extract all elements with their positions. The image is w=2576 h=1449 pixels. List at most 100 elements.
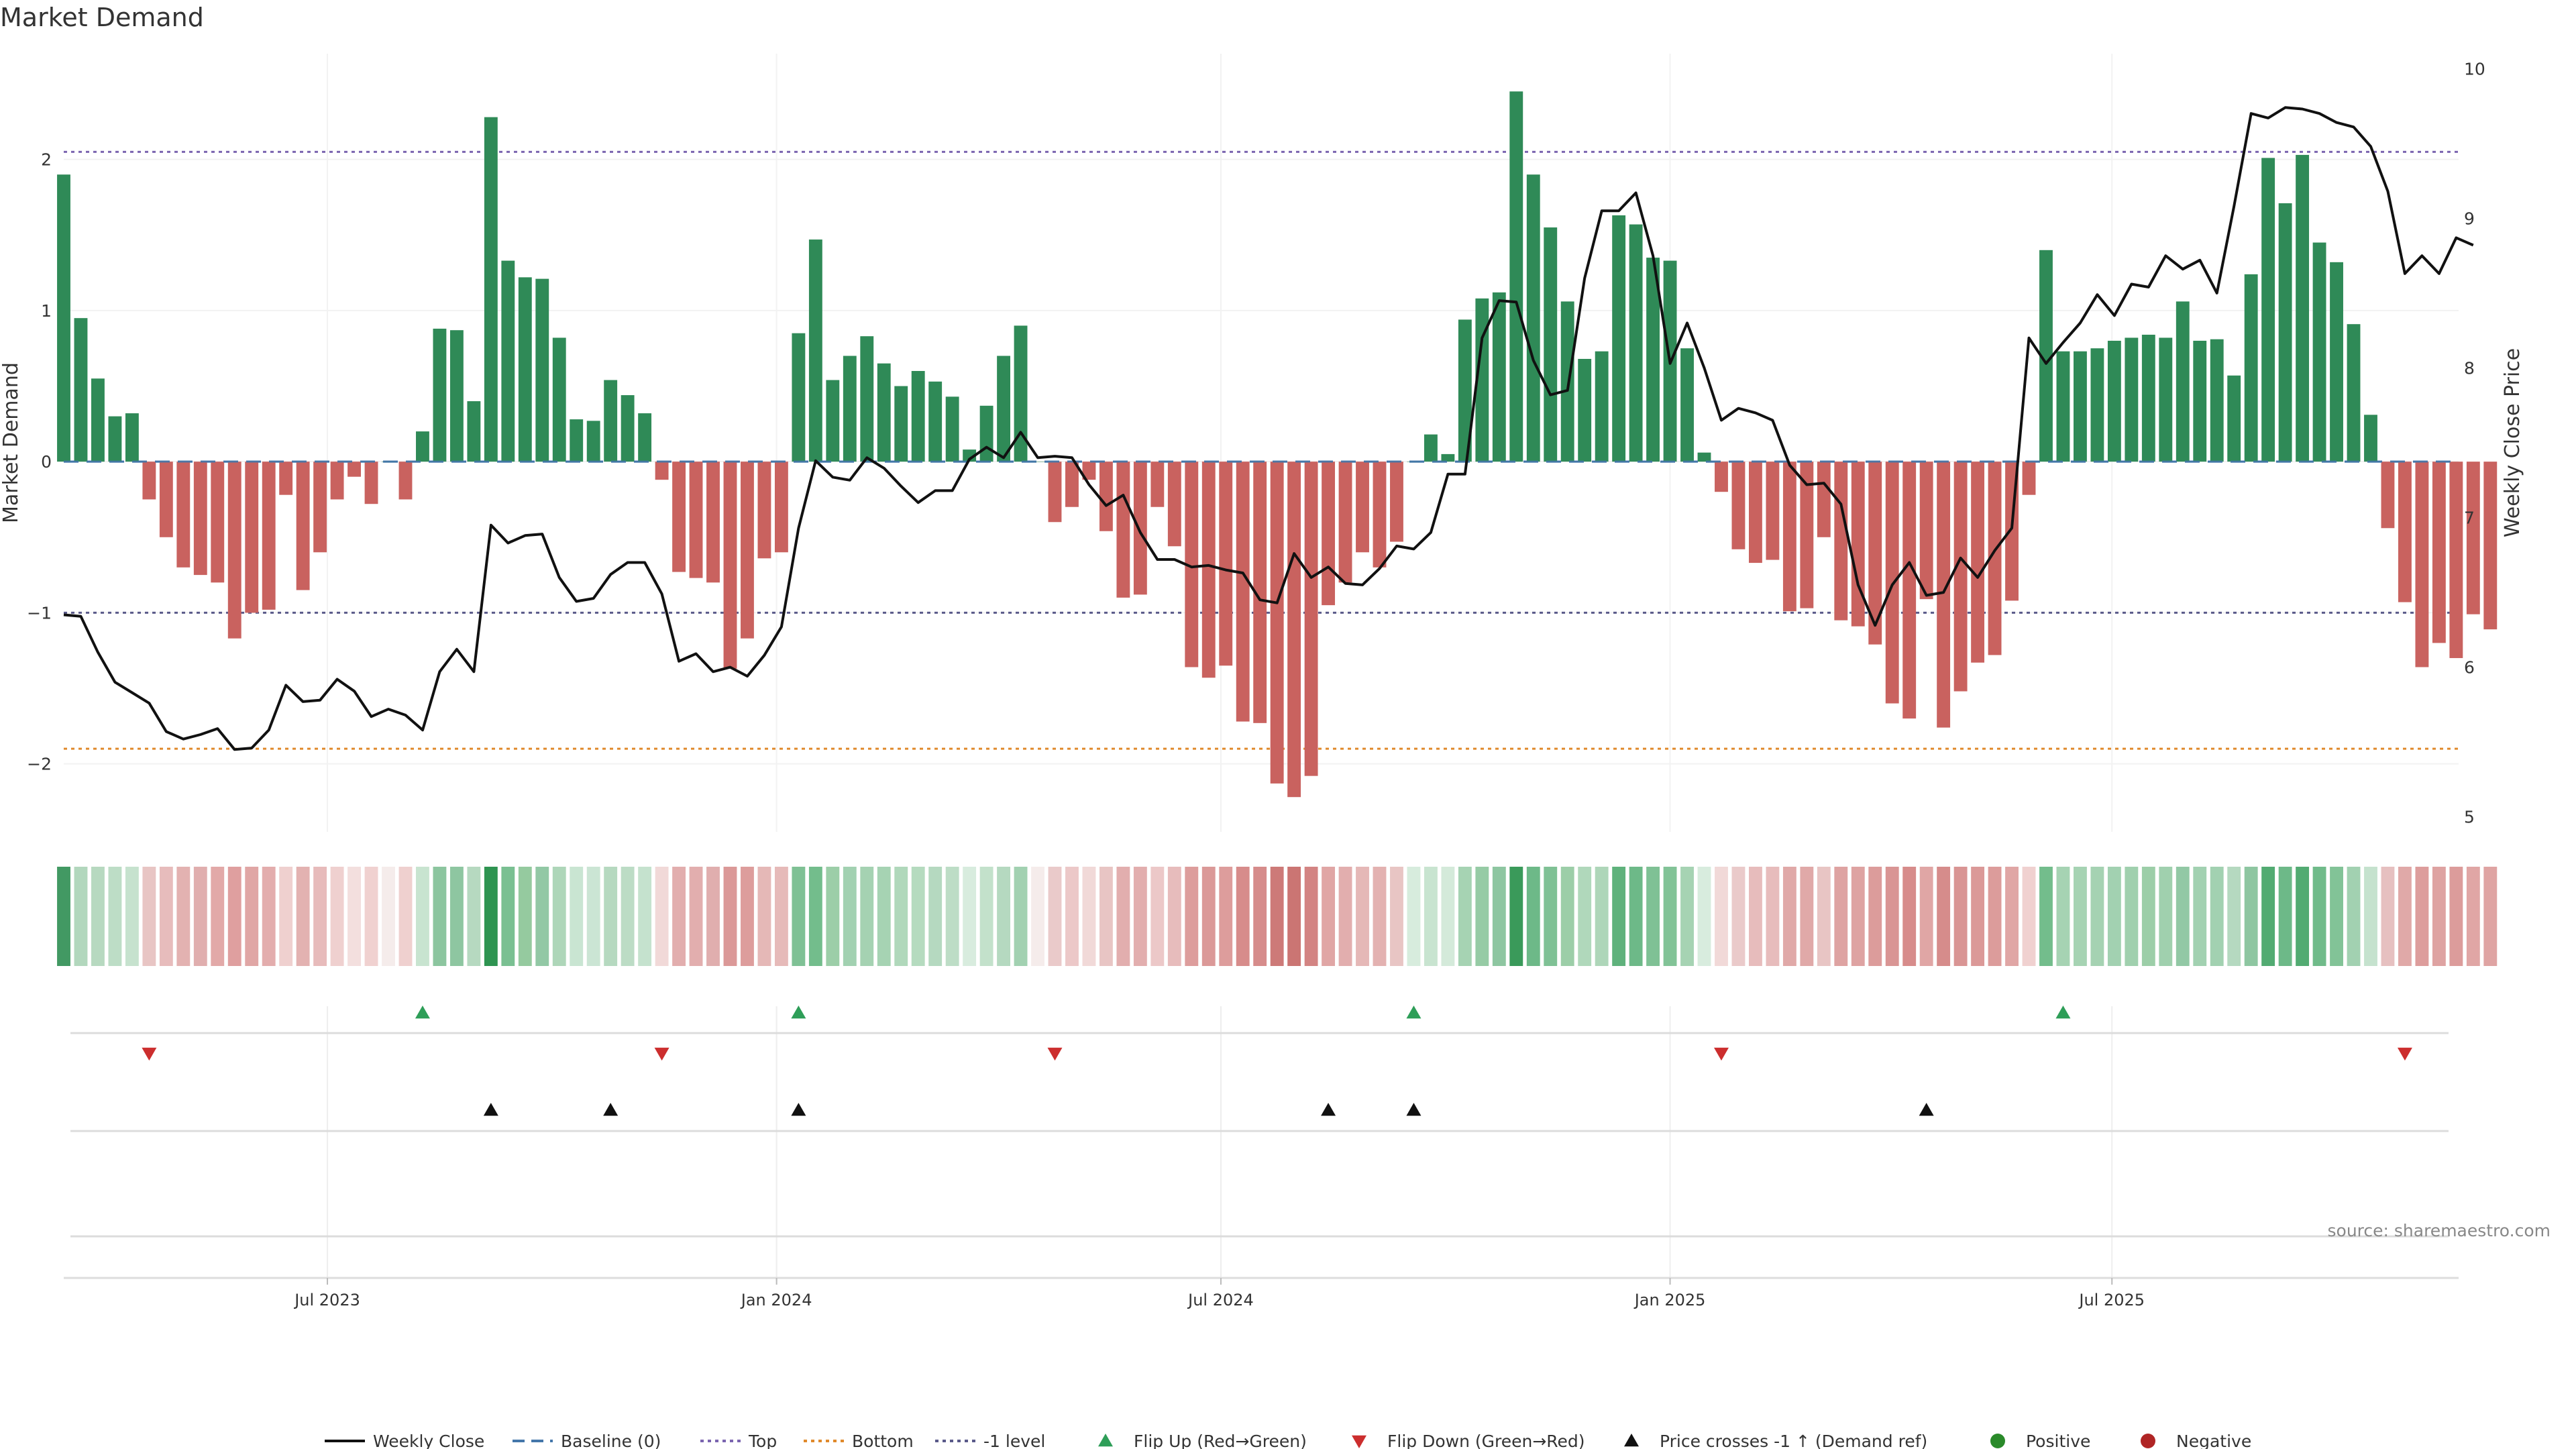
heatmap-cell — [586, 867, 600, 966]
heatmap-cell — [227, 867, 241, 966]
heatmap-cell — [2449, 867, 2463, 966]
demand-bar — [1971, 462, 1985, 663]
demand-bar — [245, 462, 259, 613]
demand-bar — [1646, 258, 1660, 462]
heatmap-cell — [313, 867, 327, 966]
demand-bar — [1680, 348, 1694, 462]
heatmap-cell — [2193, 867, 2207, 966]
flip-up-marker — [2055, 1006, 2071, 1019]
y-tick-label: −1 — [27, 603, 52, 623]
demand-bar — [2090, 348, 2104, 462]
demand-bar — [1082, 462, 1096, 480]
heatmap-cell — [894, 867, 908, 966]
heatmap-cell — [1715, 867, 1728, 966]
heatmap-cell — [1475, 867, 1489, 966]
legend-item: Negative — [2141, 1432, 2251, 1449]
heatmap-cell — [1509, 867, 1523, 966]
heatmap-cell — [1731, 867, 1746, 966]
heatmap-cell — [1612, 867, 1626, 966]
heatmap-cell — [1133, 867, 1147, 966]
demand-bar — [57, 174, 70, 462]
heatmap-cell — [843, 867, 857, 966]
demand-bar — [2159, 337, 2173, 462]
heatmap-cell — [1201, 867, 1216, 966]
legend-item: Baseline (0) — [513, 1432, 661, 1449]
legend-label: Flip Down (Green→Red) — [1387, 1432, 1585, 1449]
demand-bar — [2039, 250, 2053, 462]
demand-bar — [1715, 462, 1728, 492]
heatmap-cell — [1441, 867, 1455, 966]
demand-bar — [1133, 462, 1147, 595]
heatmap-cell — [2159, 867, 2173, 966]
demand-bar — [227, 462, 241, 639]
heatmap-cell — [997, 867, 1011, 966]
demand-bar — [638, 413, 652, 462]
demand-bar — [1868, 462, 1882, 645]
heatmap-cell — [757, 867, 771, 966]
legend-item: Bottom — [804, 1432, 914, 1449]
heatmap-cell — [74, 867, 88, 966]
heatmap-cell — [1885, 867, 1899, 966]
demand-bar — [176, 462, 191, 568]
heatmap-cell — [501, 867, 515, 966]
heatmap-cell — [1424, 867, 1438, 966]
heatmap-cell — [638, 867, 652, 966]
heatmap-cell — [1338, 867, 1352, 966]
legend-label: Flip Up (Red→Green) — [1134, 1432, 1307, 1449]
demand-bar — [2364, 415, 2377, 462]
heatmap-cell — [2022, 867, 2036, 966]
heatmap-cell — [1356, 867, 1369, 966]
demand-bar — [1988, 462, 2002, 655]
heatmap-cell — [1526, 867, 1540, 966]
legend-swatch — [1352, 1435, 1366, 1448]
y2-tick-label: 10 — [2464, 59, 2485, 78]
legend-label: Negative — [2176, 1432, 2251, 1449]
heatmap-cell — [2125, 867, 2139, 966]
demand-bar — [159, 462, 173, 537]
demand-bar — [2449, 462, 2463, 658]
demand-bar — [1612, 215, 1626, 462]
legend-item: Flip Up (Red→Green) — [1098, 1432, 1307, 1449]
heatmap-cell — [1834, 867, 1848, 966]
demand-bar — [1253, 462, 1267, 723]
demand-bar — [518, 277, 532, 462]
demand-bar — [706, 462, 720, 583]
price-cross-marker — [1406, 1103, 1421, 1116]
demand-bar — [2022, 462, 2036, 495]
heatmap-cell — [928, 867, 943, 966]
demand-bar — [1219, 462, 1233, 666]
heatmap-cell — [1646, 867, 1660, 966]
demand-bar — [1629, 224, 1643, 462]
heatmap-cell — [1287, 867, 1301, 966]
legend-item: Top — [700, 1432, 777, 1449]
demand-bar — [1116, 462, 1130, 598]
demand-bar — [570, 419, 584, 462]
heatmap-cell — [364, 867, 378, 966]
heatmap-cell — [1219, 867, 1233, 966]
heatmap-cell — [2415, 867, 2429, 966]
demand-bar — [364, 462, 378, 504]
heatmap-cell — [1150, 867, 1165, 966]
y-tick-label: 1 — [41, 301, 52, 321]
demand-bar — [757, 462, 771, 559]
demand-bar — [262, 462, 276, 610]
demand-bar — [2347, 324, 2361, 462]
heatmap-cell — [1167, 867, 1181, 966]
demand-bar — [1065, 462, 1079, 507]
heatmap-cell — [2107, 867, 2121, 966]
heatmap-cell — [2227, 867, 2241, 966]
flip-down-marker — [142, 1047, 157, 1061]
demand-bar — [1099, 462, 1113, 531]
demand-bar — [672, 462, 686, 572]
heatmap-cell — [774, 867, 788, 966]
demand-bar — [604, 380, 618, 462]
demand-bar — [843, 356, 857, 462]
heatmap-cell — [91, 867, 105, 966]
heatmap-cell — [2381, 867, 2395, 966]
heatmap-cell — [57, 867, 70, 966]
demand-bar — [279, 462, 293, 495]
demand-bar — [1817, 462, 1831, 537]
y2-tick-label: 7 — [2464, 508, 2475, 528]
demand-bar — [1270, 462, 1284, 784]
demand-bar — [2261, 158, 2275, 462]
